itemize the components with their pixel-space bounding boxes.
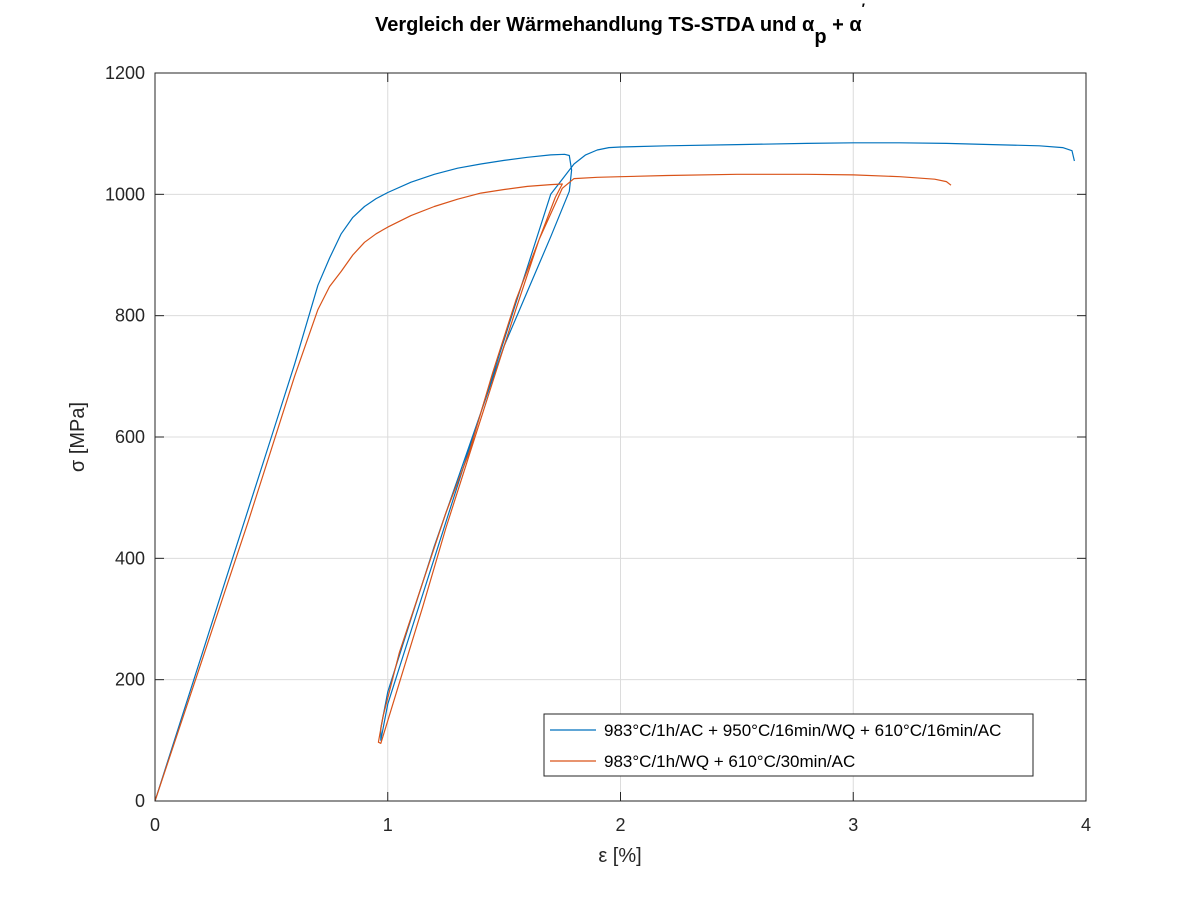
series-line-1 bbox=[154, 142, 1075, 802]
legend: 983°C/1h/AC + 950°C/16min/WQ + 610°C/16m… bbox=[543, 713, 1034, 777]
title-main: Vergleich der Wärmehandlung TS-STDA und … bbox=[375, 14, 815, 36]
axis-ticks: 0 1 2 3 4 0 200 400 600 800 1000 1200 bbox=[105, 63, 1091, 835]
title-plus-alpha: + α bbox=[827, 14, 863, 36]
legend-box bbox=[543, 713, 1034, 777]
series-line-2 bbox=[154, 173, 952, 802]
x-tick-label: 4 bbox=[1081, 815, 1091, 835]
x-tick-label: 1 bbox=[383, 815, 393, 835]
y-tick-label: 1200 bbox=[105, 63, 145, 83]
x-tick-label: 3 bbox=[848, 815, 858, 835]
y-tick-label: 600 bbox=[115, 427, 145, 447]
title-superscript: ′ bbox=[862, 0, 866, 16]
chart-title: Vergleich der Wärmehandlung TS-STDA und … bbox=[375, 0, 866, 48]
y-axis-label: σ [MPa] bbox=[67, 402, 89, 472]
y-tick-label: 400 bbox=[115, 548, 145, 568]
y-tick-label: 200 bbox=[115, 670, 145, 690]
x-tick-label: 0 bbox=[150, 815, 160, 835]
legend-label-series-2: 983°C/1h/WQ + 610°C/30min/AC bbox=[604, 752, 855, 771]
y-tick-label: 0 bbox=[135, 791, 145, 811]
series-layer bbox=[154, 142, 1075, 802]
y-tick-label: 1000 bbox=[105, 184, 145, 204]
y-tick-label: 800 bbox=[115, 306, 145, 326]
title-subscript: p bbox=[814, 26, 826, 48]
x-axis-label: ε [%] bbox=[598, 845, 641, 867]
legend-label-series-1: 983°C/1h/AC + 950°C/16min/WQ + 610°C/16m… bbox=[604, 721, 1001, 740]
x-tick-label: 2 bbox=[615, 815, 625, 835]
